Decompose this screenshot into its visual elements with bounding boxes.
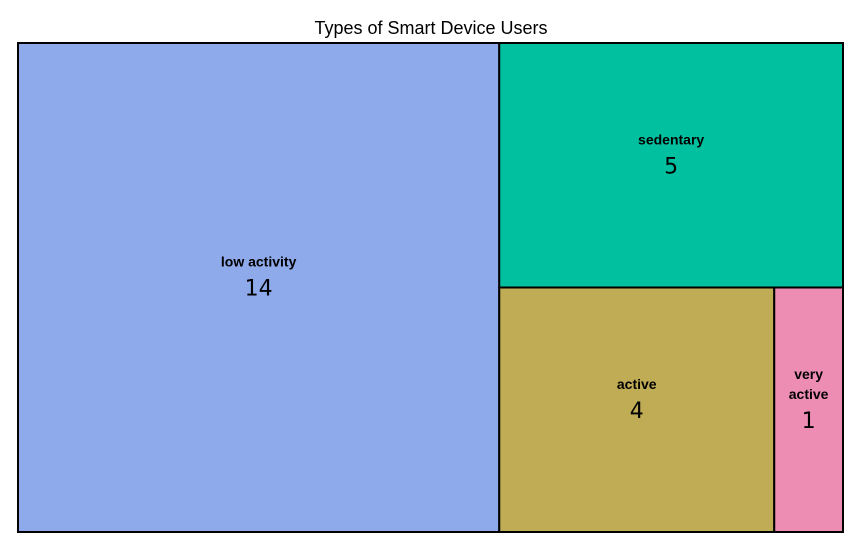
chart-title: Types of Smart Device Users [314, 18, 547, 38]
tile-label-very-active-1: active [789, 386, 829, 402]
tile-low-activity [17, 42, 501, 533]
treemap-tiles: low activity 14 sedentary 5 active 4 very activ… [17, 42, 844, 533]
tile-label-sedentary: sedentary [638, 131, 704, 147]
tile-active [498, 286, 776, 533]
tile-value-active: 4 [630, 399, 644, 424]
tile-label-active: active [617, 376, 657, 392]
tile-label-low-activity: low activity [221, 254, 297, 270]
tile-label-very-active-0: very [794, 366, 823, 382]
tile-value-low-activity: 14 [245, 277, 273, 302]
tile-sedentary [498, 42, 844, 289]
tile-value-very-active: 1 [802, 409, 816, 434]
tile-very-active [773, 286, 844, 533]
tile-value-sedentary: 5 [664, 154, 678, 179]
